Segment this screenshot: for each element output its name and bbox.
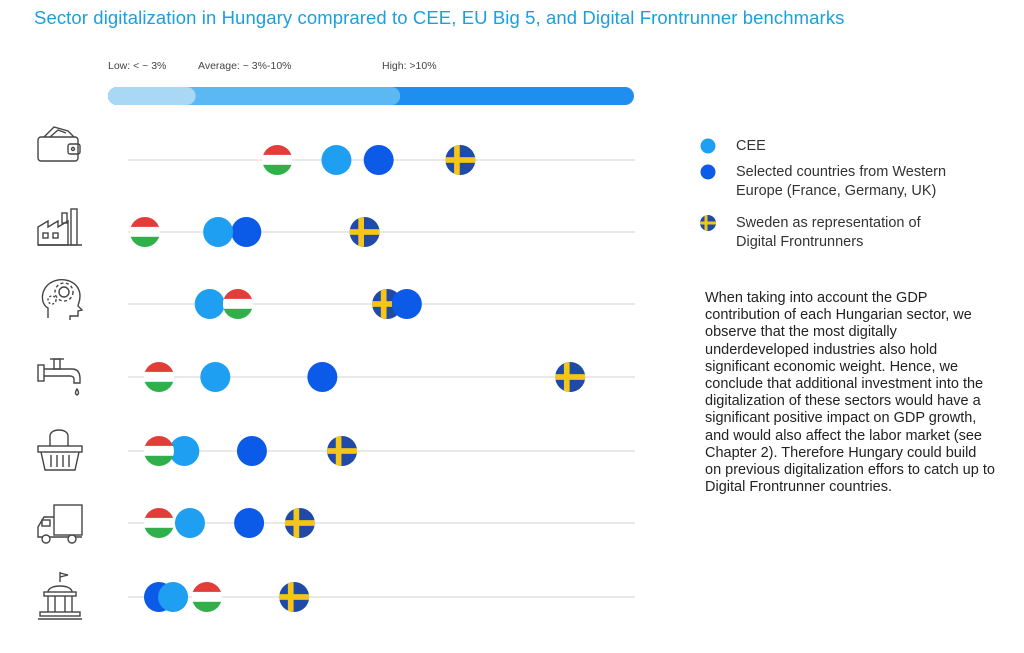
scale-high-label: High: >10% — [382, 60, 437, 72]
scale-bar — [108, 87, 634, 105]
sweden-flag-marker — [555, 362, 586, 392]
cee-marker — [200, 362, 231, 392]
sweden-flag-marker — [445, 145, 476, 175]
water-tap-icon — [37, 358, 81, 396]
scale-low-label: Low: < ~ 3% — [108, 60, 167, 72]
brain-gear-icon — [41, 278, 84, 320]
western-marker — [236, 436, 267, 466]
cee-marker — [174, 508, 205, 538]
factory-icon — [37, 208, 82, 246]
sweden-flag-marker — [349, 217, 380, 247]
western-marker — [307, 362, 338, 392]
sweden-flag-marker — [279, 582, 310, 612]
cee-marker-icon — [700, 138, 716, 154]
hungary-flag-marker — [262, 145, 293, 175]
chart-title: Sector digitalization in Hungary comprar… — [34, 7, 845, 28]
western-marker — [363, 145, 394, 175]
sector-row-water-tap — [128, 362, 635, 392]
western-marker-icon — [700, 164, 716, 180]
hungary-flag-marker — [222, 289, 253, 319]
cee-marker — [158, 582, 189, 612]
sweden-flag-icon — [700, 215, 716, 231]
cee-marker — [321, 145, 352, 175]
hungary-flag-marker — [143, 362, 174, 392]
sector-icons — [37, 126, 84, 620]
legend-western-label: Selected countries from Western Europe (F… — [736, 164, 947, 199]
cee-marker — [203, 217, 234, 247]
legend-western: Selected countries from Western Europe (F… — [700, 163, 1006, 201]
legend-sweden-label: Sweden as representation of Digital Front… — [736, 215, 921, 250]
body-text: When taking into account the GDP contrib… — [705, 290, 995, 496]
hungary-flag-marker — [129, 217, 160, 247]
cee-marker — [169, 436, 200, 466]
legend-cee-label: CEE — [736, 138, 766, 154]
sector-row-government-building — [128, 582, 635, 612]
sweden-flag-marker — [284, 508, 315, 538]
sector-row-factory — [128, 217, 635, 247]
scale-band-low — [108, 87, 196, 105]
scale-average-label: Average: ~ 3%-10% — [198, 60, 292, 72]
government-building-icon — [38, 572, 82, 620]
western-marker — [234, 508, 265, 538]
sweden-flag-marker — [327, 436, 358, 466]
hungary-flag-marker — [143, 508, 174, 538]
western-marker — [391, 289, 422, 319]
sector-row-brain-gear — [128, 289, 635, 319]
hungary-flag-marker — [143, 436, 174, 466]
hungary-flag-marker — [191, 582, 222, 612]
sector-rows — [128, 145, 635, 612]
sector-row-delivery-truck — [128, 508, 635, 538]
delivery-truck-icon — [37, 504, 83, 544]
wallet-icon — [37, 126, 81, 162]
digitalization-plot — [37, 87, 635, 620]
sector-row-shopping-basket — [128, 436, 635, 466]
sector-row-wallet — [128, 145, 635, 175]
western-marker — [231, 217, 262, 247]
legend-cee: CEE — [700, 137, 1006, 156]
legend-sweden: Sweden as representation of Digital Front… — [700, 214, 1006, 252]
shopping-basket-icon — [37, 429, 83, 471]
cee-marker — [194, 289, 225, 319]
